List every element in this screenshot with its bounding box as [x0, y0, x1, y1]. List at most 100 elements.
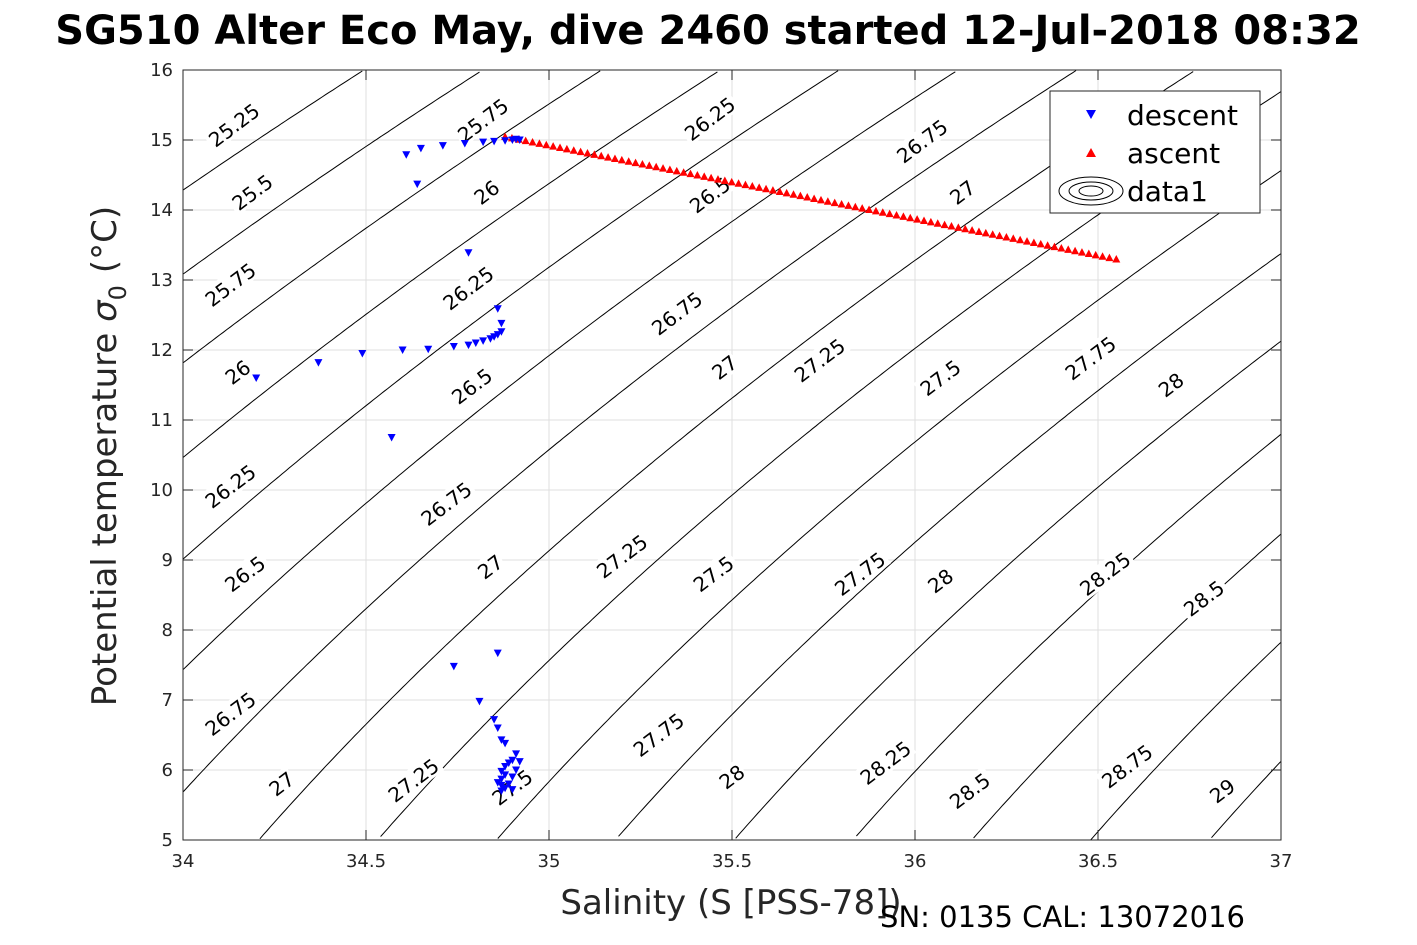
contour-label-bg	[1058, 330, 1122, 386]
y-tick-label: 11	[150, 410, 173, 431]
ascent-point	[913, 215, 922, 223]
density-contour	[497, 170, 1282, 839]
contour-label-bg	[198, 685, 262, 741]
descent-point	[512, 766, 521, 774]
ascent-point	[521, 136, 530, 145]
descent-point	[508, 756, 517, 765]
ascent-point	[947, 221, 956, 230]
ascent-point	[569, 146, 578, 154]
density-contour	[182, 70, 601, 364]
contour-label-bg	[853, 734, 917, 790]
descent-point	[501, 137, 510, 145]
descent-point	[252, 374, 261, 382]
ascent-point	[638, 160, 647, 168]
descent-point	[490, 137, 499, 146]
ascent-point	[803, 193, 812, 201]
ascent-point	[659, 164, 668, 172]
contour-label-bg	[890, 113, 954, 169]
y-axis-label-symbol: σ	[85, 299, 125, 322]
descent-point	[449, 662, 458, 671]
legend-ascent-label: ascent	[1127, 137, 1220, 170]
y-tick-label: 7	[162, 690, 173, 711]
ascent-point	[789, 190, 798, 198]
descent-point	[413, 180, 422, 189]
descent-point	[501, 763, 510, 771]
y-tick-label: 14	[150, 200, 173, 221]
density-contour	[259, 71, 1194, 840]
descent-point	[493, 649, 502, 658]
ascent-point	[1084, 249, 1093, 257]
contour-label-bg	[706, 349, 742, 384]
ascent-point	[865, 205, 874, 213]
contour-label-bg	[219, 354, 255, 389]
density-contour	[735, 340, 1282, 839]
y-axis-label-text: Potential temperature	[85, 333, 125, 706]
ascent-point	[1002, 232, 1011, 241]
density-contour	[182, 71, 718, 458]
descent-point	[493, 331, 502, 339]
ascent-point	[1077, 248, 1086, 256]
density-contour	[182, 71, 956, 671]
contour-label-bg	[225, 167, 279, 216]
descent-point	[490, 716, 499, 724]
ascent-point	[933, 219, 942, 227]
ascent-point	[1036, 239, 1045, 248]
y-tick-label: 5	[162, 830, 173, 851]
y-tick-label: 13	[150, 270, 173, 291]
ascent-point	[899, 212, 908, 220]
ascent-point	[720, 176, 729, 185]
descent-point	[508, 773, 517, 781]
legend: descent ascent data1	[1049, 90, 1261, 214]
ascent-point	[597, 151, 606, 160]
legend-data1-label: data1	[1127, 175, 1208, 208]
y-tick-label: 15	[150, 130, 173, 151]
descent-point	[314, 359, 323, 367]
contour-label-bg	[381, 752, 445, 808]
ascent-point	[686, 169, 695, 178]
ascent-point	[734, 179, 743, 187]
x-tick-label: 37	[1270, 851, 1293, 872]
y-tick-label: 10	[150, 480, 173, 501]
x-tick-label: 35.5	[712, 851, 752, 872]
ascent-point	[878, 208, 887, 216]
contour-label-bg	[451, 92, 514, 148]
ascent-point	[1050, 242, 1059, 251]
ascent-point	[700, 172, 709, 180]
ascent-point	[762, 184, 771, 193]
density-contour	[1090, 641, 1282, 841]
ascent-point	[713, 175, 722, 183]
descent-point	[449, 343, 458, 351]
descent-point	[493, 724, 502, 732]
y-tick-label: 9	[162, 550, 173, 571]
ascent-point	[906, 213, 915, 222]
descent-point	[387, 434, 396, 442]
contour-label-bg	[198, 256, 262, 312]
descent-point	[358, 350, 367, 358]
ascent-point	[844, 201, 853, 209]
y-tick-label: 16	[150, 60, 173, 81]
contour-label-bg	[1204, 773, 1240, 808]
ascent-point	[610, 154, 619, 163]
density-contour	[618, 253, 1282, 837]
footer-serial-calibration: SN: 0135 CAL: 13072016	[880, 900, 1245, 934]
density-contour	[182, 70, 363, 191]
ascent-point	[631, 158, 640, 167]
descent-point	[493, 305, 502, 313]
ascent-point	[1009, 234, 1018, 242]
x-tick-label: 34.5	[346, 851, 386, 872]
descent-point	[497, 781, 506, 790]
descent-point	[402, 151, 411, 159]
contour-label-bg	[217, 549, 272, 598]
ascent-point	[1016, 235, 1025, 244]
density-contour	[182, 71, 480, 275]
ascent-point	[974, 227, 983, 235]
ascent-point	[755, 183, 764, 191]
contour-label-bg	[202, 97, 265, 152]
density-contour	[182, 70, 839, 560]
legend-ascent-marker	[1086, 148, 1096, 157]
contour-label-bg	[1073, 545, 1137, 601]
ascent-point	[624, 157, 633, 165]
contour-label-bg	[645, 285, 708, 341]
ascent-point	[782, 188, 791, 197]
density-contours	[182, 70, 1282, 841]
